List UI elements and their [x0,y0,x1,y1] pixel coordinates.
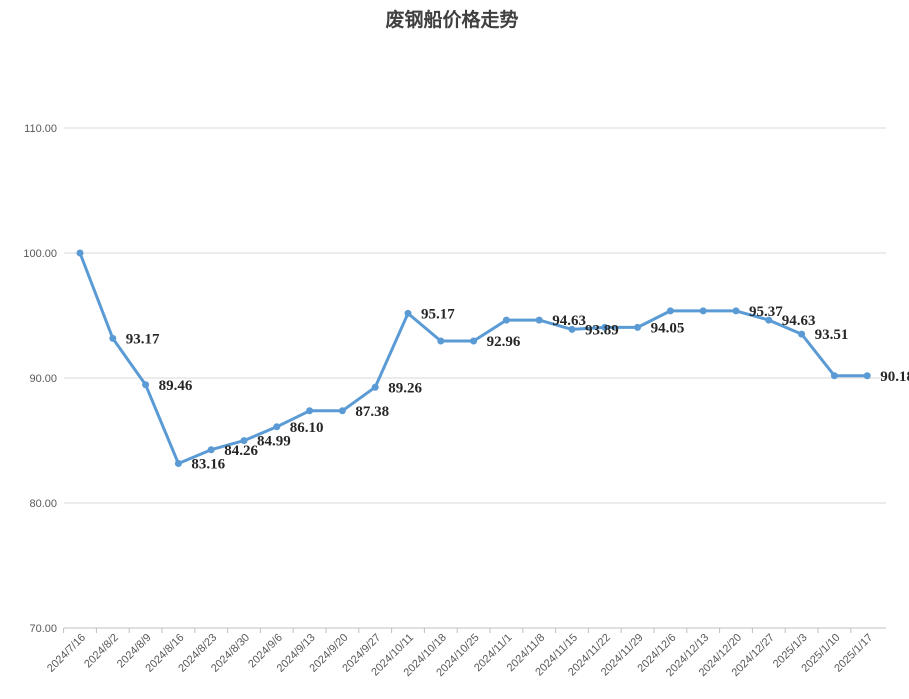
data-points [76,249,871,467]
data-point [732,307,740,315]
chart-title: 废钢船价格走势 [385,8,518,31]
y-tick-label: 110.00 [24,123,57,135]
data-point [502,316,510,324]
data-point [798,330,806,338]
data-point [306,407,314,415]
data-point [830,372,838,380]
data-label: 94.63 [552,313,586,329]
data-point [371,383,379,391]
data-point [535,316,543,324]
data-point [601,323,609,331]
y-tick-label: 90.00 [29,373,57,385]
data-point [765,316,773,324]
data-label: 94.63 [782,313,816,329]
data-point [666,307,674,315]
data-label: 87.38 [355,404,389,420]
data-label: 90.18 [880,369,909,385]
x-tick-label: 2024/7/16 [45,632,88,675]
data-point [338,407,346,415]
data-label: 93.17 [126,331,160,347]
data-label: 89.26 [388,380,422,396]
data-label: 89.46 [159,378,193,394]
data-point [240,437,248,445]
data-point [470,337,478,345]
data-label: 93.89 [585,322,619,338]
y-tick-label: 80.00 [29,498,57,510]
data-point [76,249,84,257]
y-tick-label: 70.00 [29,623,57,635]
x-tick-label: 2024/8/2 [82,632,121,671]
data-point [109,334,117,342]
data-label: 94.05 [651,320,685,336]
data-point [699,307,707,315]
data-point [142,381,150,389]
data-point [207,446,215,454]
data-label: 93.51 [815,327,849,343]
data-label: 92.96 [487,334,521,350]
data-point [634,323,642,331]
data-point [174,460,182,467]
data-point [437,337,445,345]
data-label: 84.99 [257,434,291,450]
data-label: 86.10 [290,420,324,436]
data-label: 84.26 [224,443,258,459]
y-tick-label: 100.00 [23,248,57,260]
data-label: 83.16 [191,457,225,473]
series-line [78,251,869,465]
data-point [273,423,281,431]
data-label: 95.37 [749,304,783,320]
data-point [568,325,576,333]
data-point [863,372,871,380]
x-tick-labels: 2024/7/162024/8/22024/8/92024/8/162024/8… [45,628,875,679]
grid-layer: 70.00 80.00 90.00 100.00 110.00 [23,123,886,635]
data-label: 95.17 [421,306,455,322]
data-point [404,309,412,317]
